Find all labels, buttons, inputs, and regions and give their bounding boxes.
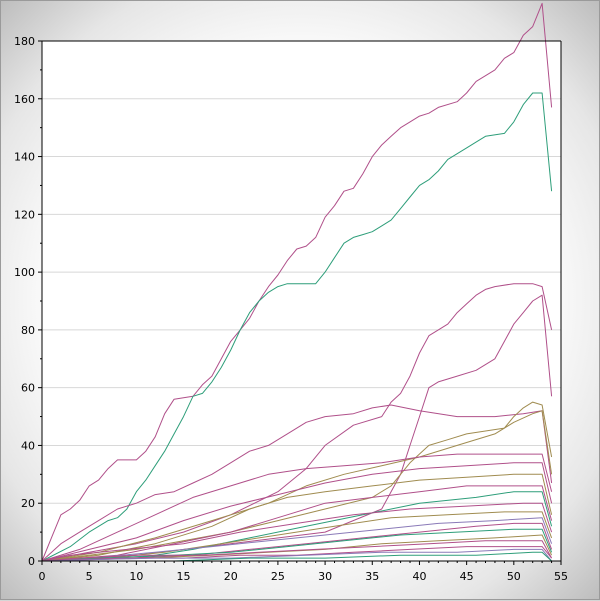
x-tick-label-10: 10 [129, 570, 143, 583]
series-line-22 [42, 551, 552, 562]
axes [38, 40, 562, 565]
x-tick-label-0: 0 [39, 570, 46, 583]
y-tick-label-80: 80 [21, 324, 35, 337]
y-tick-label-140: 140 [14, 151, 35, 164]
x-tick-label-35: 35 [365, 570, 379, 583]
series-line-17 [41, 528, 553, 562]
y-tick-label-60: 60 [21, 382, 35, 395]
series-line-12 [41, 491, 553, 562]
y-tick-label-160: 160 [14, 93, 35, 106]
x-tick-label-40: 40 [412, 570, 426, 583]
x-tick-label-55: 55 [554, 570, 568, 583]
series-line-19 [41, 540, 553, 562]
series-line-16 [41, 522, 553, 562]
tick-labels: 0 20 40 60 80 100 120 140 160 180 0 5 10 15 20 25 30 35 40… [14, 35, 568, 583]
series-line-1 [41, 2, 553, 562]
y-tick-label-100: 100 [14, 266, 35, 279]
series-line-15 [41, 517, 553, 562]
series-line-7 [41, 410, 553, 562]
series-line-6 [41, 401, 553, 562]
y-tick-label-120: 120 [14, 208, 35, 221]
series-line-2 [41, 92, 553, 562]
series-line-3 [41, 283, 553, 562]
y-tick-label-0: 0 [28, 555, 35, 568]
y-tick-label-180: 180 [14, 35, 35, 48]
x-tick-label-15: 15 [177, 570, 191, 583]
x-tick-label-30: 30 [318, 570, 332, 583]
series-line-5 [41, 404, 553, 562]
series-line-9 [41, 462, 553, 562]
plot-area [42, 41, 561, 561]
series-line-14 [41, 511, 553, 562]
x-tick-label-50: 50 [507, 570, 521, 583]
x-tick-label-5: 5 [86, 570, 93, 583]
x-tick-label-25: 25 [271, 570, 285, 583]
series-line-8 [41, 453, 553, 562]
series-line-21 [41, 548, 552, 562]
series-line-10 [41, 473, 553, 562]
series-line-13 [41, 502, 553, 562]
series-line-18 [41, 534, 553, 562]
series-line-4 [41, 294, 553, 562]
y-tick-label-20: 20 [21, 497, 35, 510]
x-tick-label-45: 45 [460, 570, 474, 583]
y-tick-label-40: 40 [21, 439, 35, 452]
series-lines [41, 2, 553, 562]
x-tick-label-20: 20 [224, 570, 238, 583]
